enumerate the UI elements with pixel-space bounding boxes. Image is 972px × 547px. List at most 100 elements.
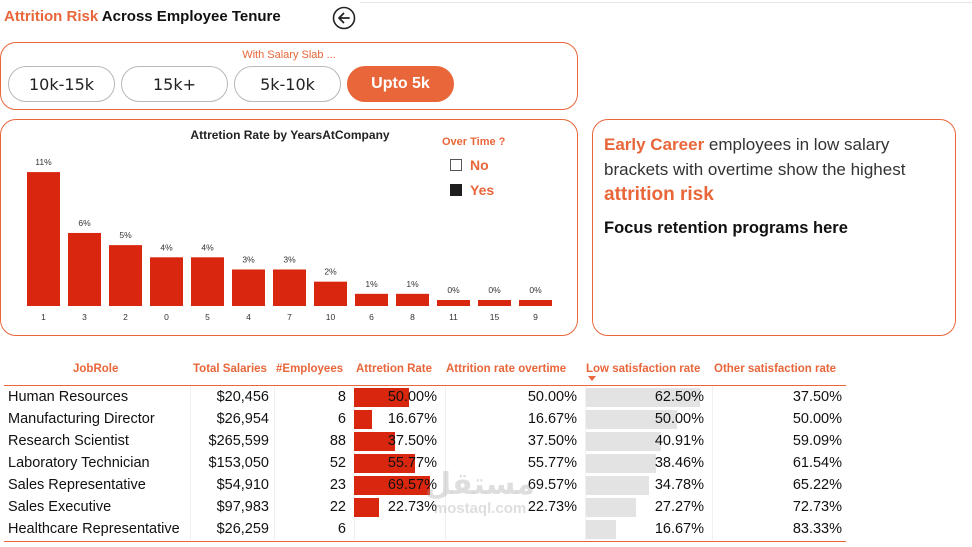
cell-attrition-rate: 22.73% [387, 499, 437, 515]
table-row[interactable]: Human Resources $20,456 8 50.00% 50.00% 62.50… [4, 386, 846, 408]
table-bottom-divider [4, 541, 846, 542]
cell-employees: 88 [329, 433, 346, 449]
table-row[interactable]: Healthcare Representative $26,259 6 16.67% 8… [4, 518, 846, 540]
data-label: 2% [324, 267, 337, 277]
cell-attrition-rate: 55.77% [387, 455, 437, 471]
column-divider [585, 386, 586, 408]
attrition-rate-bar [354, 388, 409, 407]
back-arrow-icon[interactable] [332, 6, 356, 30]
cell-jobrole: Human Resources [8, 389, 129, 405]
column-divider [585, 430, 586, 452]
cell-attrition-overtime: 37.50% [527, 433, 577, 449]
cell-total-salaries: $97,983 [216, 499, 269, 515]
column-divider [712, 496, 713, 518]
column-divider [585, 452, 586, 474]
bar-years-7[interactable] [273, 269, 306, 306]
cell-attrition-overtime: 22.73% [527, 499, 577, 515]
cell-other-satisfaction: 65.22% [792, 477, 842, 493]
bar-years-15[interactable] [478, 300, 511, 306]
col-header-total-salaries[interactable]: Total Salaries [193, 363, 267, 375]
cell-total-salaries: $265,599 [208, 433, 269, 449]
bar-years-4[interactable] [232, 269, 265, 306]
column-divider [354, 518, 355, 540]
cell-low-satisfaction: 38.46% [654, 455, 704, 471]
slicer-option-upto-5k[interactable]: Upto 5k [347, 66, 454, 102]
table-row[interactable]: Research Scientist $265,599 88 37.50% 37.50%… [4, 430, 846, 452]
col-header-attrition-overtime[interactable]: Attrition rate overtime [446, 363, 567, 375]
table-row[interactable]: Sales Representative $54,910 23 69.57% 69.57… [4, 474, 846, 496]
cell-total-salaries: $26,259 [216, 521, 269, 537]
low-satisfaction-bar [586, 454, 657, 473]
slicer-option-10k-15k[interactable]: 10k-15k [8, 66, 115, 102]
column-divider [274, 474, 275, 496]
bar-years-2[interactable] [109, 245, 142, 306]
overtime-legend: Over Time ? No Yes [442, 136, 505, 198]
slicer-option-5k-10k[interactable]: 5k-10k [234, 66, 341, 102]
table-row[interactable]: Sales Executive $97,983 22 22.73% 22.73% 27.2… [4, 496, 846, 518]
data-label: 11% [35, 157, 52, 167]
cell-low-satisfaction: 62.50% [654, 389, 704, 405]
page-title-accent: Attrition Risk [4, 8, 99, 25]
sort-descending-icon[interactable] [588, 376, 596, 381]
column-divider [445, 430, 446, 452]
column-divider [585, 496, 586, 518]
legend-label-yes: Yes [470, 182, 495, 198]
attrition-bar-chart: Attretion Rate by YearsAtCompany 11% 1 6% 3… [27, 128, 552, 322]
column-divider [190, 386, 191, 408]
data-label: 1% [365, 279, 378, 289]
bar-years-6[interactable] [355, 293, 388, 306]
column-divider [445, 408, 446, 430]
low-satisfaction-bar [586, 476, 650, 495]
x-tick-label: 15 [490, 312, 500, 322]
column-divider [190, 496, 191, 518]
bar-years-8[interactable] [396, 293, 429, 306]
cell-other-satisfaction: 83.33% [792, 521, 842, 537]
x-tick-label: 4 [246, 312, 251, 322]
column-divider [190, 518, 191, 540]
x-tick-label: 3 [82, 312, 87, 322]
column-divider [712, 430, 713, 452]
cell-attrition-overtime: 50.00% [527, 389, 577, 405]
col-header-other-satisfaction[interactable]: Other satisfaction rate [714, 363, 837, 375]
column-divider [190, 408, 191, 430]
checkbox-checked-icon [450, 184, 462, 196]
insight-callout: Focus retention programs here [604, 219, 848, 237]
table-row[interactable]: Manufacturing Director $26,954 6 16.67% 16.6… [4, 408, 846, 430]
cell-other-satisfaction: 37.50% [792, 389, 842, 405]
data-label: 5% [119, 230, 132, 240]
col-header-attrition-rate[interactable]: Attretion Rate [356, 363, 433, 375]
x-tick-label: 1 [41, 312, 46, 322]
cell-employees: 22 [329, 499, 346, 515]
slicer-option-15k-plus[interactable]: 15k+ [121, 66, 228, 102]
bar-years-0[interactable] [150, 257, 183, 306]
bar-years-3[interactable] [68, 232, 101, 306]
legend-item-no[interactable]: No [450, 157, 505, 173]
table-body: Human Resources $20,456 8 50.00% 50.00% 62.50… [4, 386, 846, 540]
low-satisfaction-bar [586, 520, 617, 539]
col-header-low-satisfaction[interactable]: Low satisfaction rate [586, 363, 701, 375]
cell-total-salaries: $54,910 [216, 477, 269, 493]
attrition-chart-panel: Attretion Rate by YearsAtCompany 11% 1 6% 3… [0, 119, 578, 336]
table-row[interactable]: Laboratory Technician $153,050 52 55.77% 55.… [4, 452, 846, 474]
page-title-rest: Across Employee Tenure [98, 8, 281, 25]
cell-other-satisfaction: 50.00% [792, 411, 842, 427]
column-divider [274, 430, 275, 452]
jobrole-table: JobRole Total Salaries #Employees Attret… [4, 360, 846, 540]
bar-years-10[interactable] [314, 281, 347, 306]
bar-years-11[interactable] [437, 300, 470, 306]
column-divider [445, 496, 446, 518]
col-header-jobrole[interactable]: JobRole [73, 363, 119, 375]
column-divider [190, 474, 191, 496]
cell-jobrole: Manufacturing Director [8, 411, 155, 427]
bar-years-5[interactable] [191, 257, 224, 306]
legend-item-yes[interactable]: Yes [450, 182, 505, 198]
column-divider [712, 386, 713, 408]
col-header-employees[interactable]: #Employees [276, 363, 344, 375]
insight-card: Early Career employees in low salary bra… [592, 119, 956, 336]
bar-years-9[interactable] [519, 300, 552, 306]
cell-attrition-overtime: 69.57% [527, 477, 577, 493]
bar-years-1[interactable] [27, 172, 60, 306]
x-tick-label: 8 [410, 312, 415, 322]
table-header: JobRole Total Salaries #Employees Attret… [4, 360, 846, 386]
low-satisfaction-bar [586, 498, 636, 517]
